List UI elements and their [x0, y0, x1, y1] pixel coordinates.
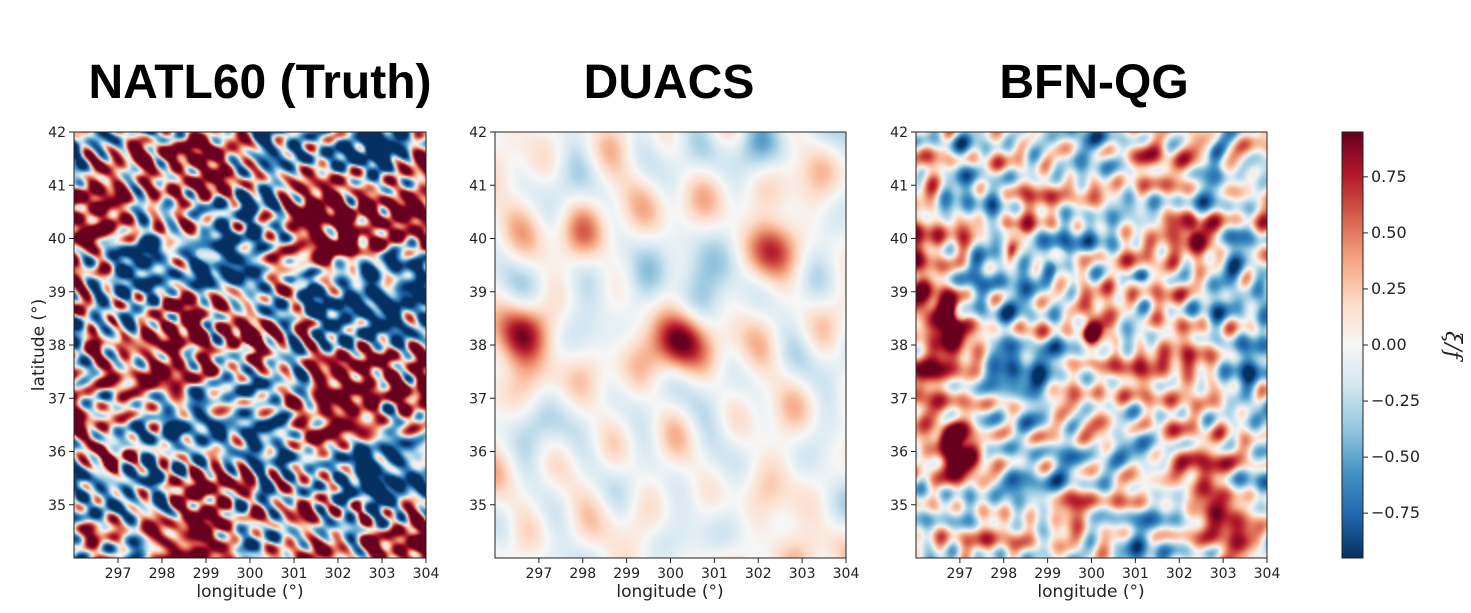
colorbar-tick-label: −0.75	[1371, 503, 1420, 522]
colorbar-tick-label: −0.50	[1371, 447, 1420, 466]
y-tick-label: 41	[469, 178, 487, 194]
panel-title: DUACS	[584, 56, 755, 109]
panel-bfn-qg: BFN-QG 297 298 299 300 301 302 303 304 35 36 37 38 3…	[890, 56, 1280, 602]
x-tick-label: 300	[657, 566, 684, 582]
colorbar-tick-label: 0.25	[1371, 279, 1407, 298]
x-tick-label: 300	[1078, 566, 1105, 582]
x-tick-label: 297	[526, 566, 553, 582]
axis-ticks: 297 298 299 300 301 302 303 304 35 36 37 38 39 40 41 42	[469, 125, 859, 582]
x-tick-label: 301	[701, 566, 728, 582]
x-tick-label: 298	[569, 566, 596, 582]
x-tick-label: 301	[1122, 566, 1149, 582]
x-tick-label: 303	[369, 566, 396, 582]
x-tick-label: 302	[325, 566, 352, 582]
x-tick-label: 304	[1254, 566, 1281, 582]
x-tick-label: 301	[281, 566, 308, 582]
y-tick-label: 35	[469, 498, 487, 514]
x-tick-label: 297	[105, 566, 132, 582]
y-tick-label: 40	[469, 232, 487, 248]
y-tick-label: 38	[469, 338, 487, 354]
panel-title: NATL60 (Truth)	[88, 56, 431, 109]
y-tick-label: 35	[890, 498, 908, 514]
x-tick-label: 303	[789, 566, 816, 582]
x-tick-label: 299	[613, 566, 640, 582]
x-tick-label: 297	[947, 566, 974, 582]
y-tick-label: 35	[48, 498, 66, 514]
y-tick-label: 39	[48, 285, 66, 301]
y-tick-label: 42	[469, 125, 487, 141]
y-tick-label: 39	[469, 285, 487, 301]
colorbar-gradient	[1341, 131, 1364, 559]
y-tick-label: 42	[48, 125, 66, 141]
heatmap-image	[495, 132, 846, 558]
y-tick-label: 40	[890, 232, 908, 248]
y-tick-label: 41	[48, 178, 66, 194]
y-tick-label: 37	[469, 391, 487, 407]
colorbar: 0.75 0.50 0.25 0.00 −0.25 −0.50 −0.75 ξ/f	[1341, 131, 1465, 559]
y-tick-label: 38	[48, 338, 66, 354]
x-axis-label: longitude (°)	[1037, 582, 1144, 602]
heatmap-image	[916, 132, 1267, 558]
x-tick-label: 300	[237, 566, 264, 582]
colorbar-tick-label: 0.75	[1371, 167, 1407, 186]
panel-natl60: NATL60 (Truth) 297 298 299 300 301 302 303 304 3…	[29, 56, 439, 602]
colorbar-ticks: 0.75 0.50 0.25 0.00 −0.25 −0.50 −0.75	[1363, 167, 1420, 522]
x-tick-label: 304	[413, 566, 440, 582]
x-axis-label: longitude (°)	[196, 582, 303, 602]
colorbar-tick-label: 0.00	[1371, 335, 1407, 354]
y-tick-label: 36	[890, 445, 908, 461]
x-tick-label: 304	[833, 566, 860, 582]
panel-title: BFN-QG	[999, 56, 1188, 109]
axis-ticks: 297 298 299 300 301 302 303 304 35 36 37 38 39 40 41 42	[48, 125, 439, 582]
y-tick-label: 36	[469, 445, 487, 461]
y-tick-label: 41	[890, 178, 908, 194]
x-tick-label: 299	[1034, 566, 1061, 582]
colorbar-tick-label: −0.25	[1371, 391, 1420, 410]
colorbar-label: ξ/f	[1440, 331, 1465, 363]
y-tick-label: 37	[48, 391, 66, 407]
y-tick-label: 42	[890, 125, 908, 141]
x-tick-label: 303	[1210, 566, 1237, 582]
y-tick-label: 39	[890, 285, 908, 301]
colorbar-tick-label: 0.50	[1371, 223, 1407, 242]
x-axis-label: longitude (°)	[616, 582, 723, 602]
x-tick-label: 298	[149, 566, 176, 582]
y-axis-label: latitude (°)	[29, 299, 49, 391]
panel-duacs: DUACS 297 298 299 300 301 302 303 304 35 36 37 38 39…	[469, 56, 859, 602]
x-tick-label: 302	[1166, 566, 1193, 582]
axis-ticks: 297 298 299 300 301 302 303 304 35 36 37 38 39 40 41 42	[890, 125, 1280, 582]
x-tick-label: 302	[745, 566, 772, 582]
y-tick-label: 38	[890, 338, 908, 354]
x-tick-label: 298	[990, 566, 1017, 582]
y-tick-label: 40	[48, 232, 66, 248]
heatmap-image	[74, 132, 426, 558]
x-tick-label: 299	[193, 566, 220, 582]
y-tick-label: 37	[890, 391, 908, 407]
y-tick-label: 36	[48, 445, 66, 461]
